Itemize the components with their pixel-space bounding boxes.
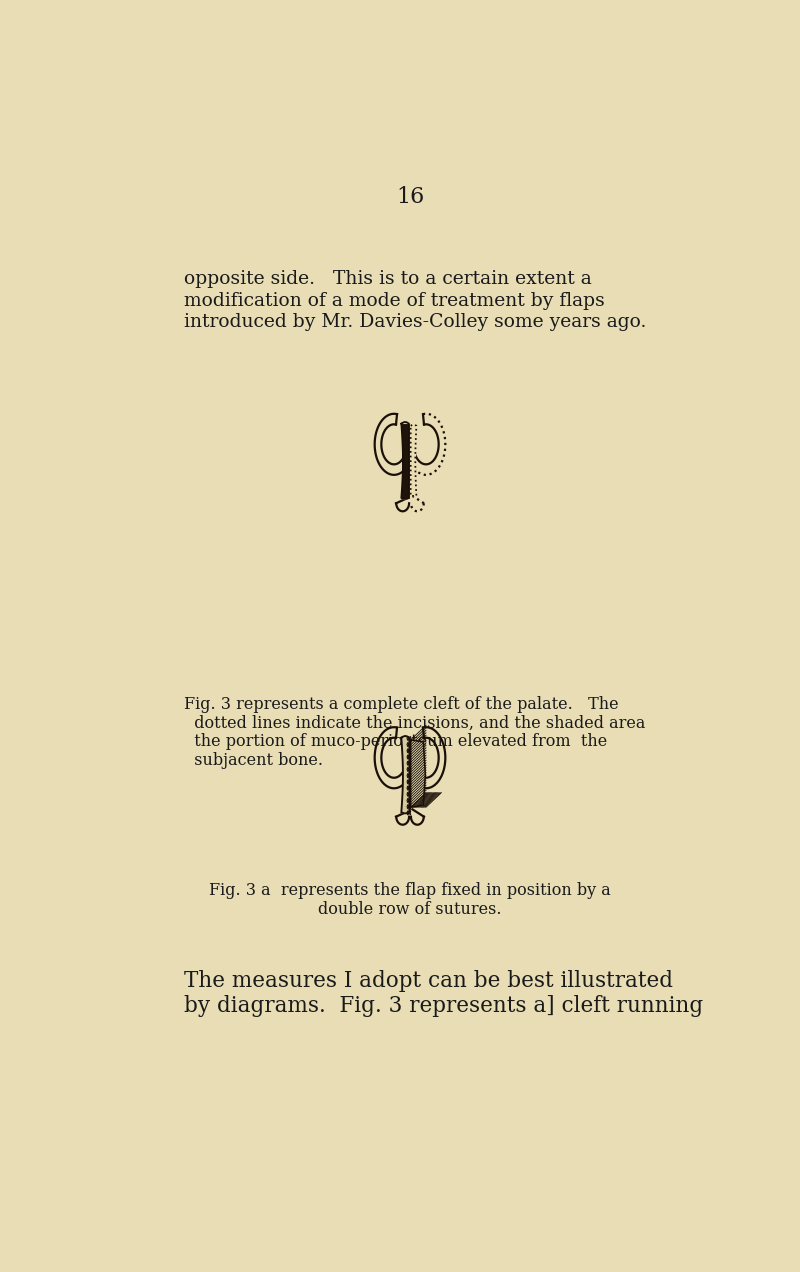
Polygon shape [410, 425, 416, 496]
Polygon shape [410, 740, 426, 808]
Text: the portion of muco-periosteum elevated from  the: the portion of muco-periosteum elevated … [184, 734, 607, 750]
Text: by diagrams.  Fig. 3 represents a] cleft running: by diagrams. Fig. 3 represents a] cleft … [184, 995, 703, 1016]
Polygon shape [402, 422, 409, 499]
Text: double row of sutures.: double row of sutures. [318, 901, 502, 918]
Polygon shape [402, 736, 410, 813]
Text: introduced by Mr. Davies-Colley some years ago.: introduced by Mr. Davies-Colley some yea… [184, 313, 646, 331]
Text: subjacent bone.: subjacent bone. [184, 752, 322, 770]
Text: The measures I adopt can be best illustrated: The measures I adopt can be best illustr… [184, 971, 673, 992]
Text: Fig. 3 represents a complete cleft of the palate.   The: Fig. 3 represents a complete cleft of th… [184, 696, 618, 714]
Text: Fig. 3 a  represents the flap fixed in position by a: Fig. 3 a represents the flap fixed in po… [209, 883, 611, 899]
Text: opposite side.   This is to a certain extent a: opposite side. This is to a certain exte… [184, 270, 591, 289]
Polygon shape [408, 413, 446, 474]
Polygon shape [408, 728, 446, 789]
Text: dotted lines indicate the incisions, and the shaded area: dotted lines indicate the incisions, and… [184, 715, 645, 731]
Polygon shape [374, 728, 412, 789]
Text: modification of a mode of treatment by flaps: modification of a mode of treatment by f… [184, 291, 605, 309]
Polygon shape [374, 413, 412, 474]
Text: 16: 16 [396, 186, 424, 207]
